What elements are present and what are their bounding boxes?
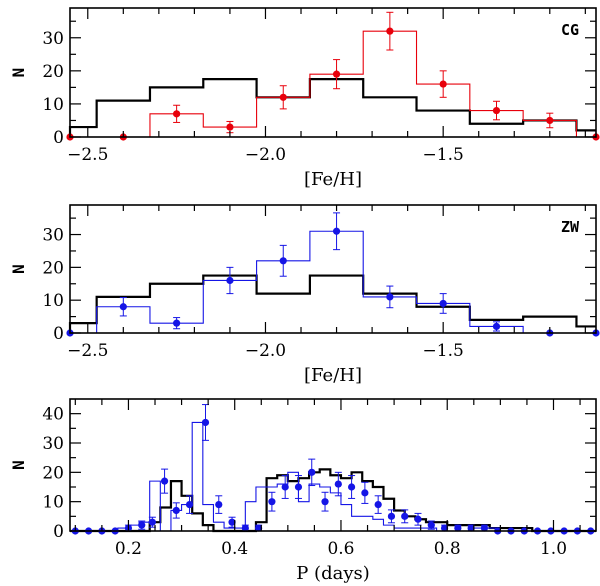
data-point: [173, 110, 181, 118]
data-point: [226, 276, 234, 285]
x-tick-label: 0.8: [434, 539, 461, 559]
x-tick-label: −1.5: [423, 341, 464, 361]
y-tick-label: 20: [42, 258, 64, 278]
data-point: [279, 257, 287, 265]
data-point: [241, 524, 249, 532]
data-point: [281, 483, 289, 491]
data-point: [148, 518, 156, 526]
x-tick-label: −2.0: [245, 145, 286, 165]
panel-label: CG: [561, 21, 579, 39]
y-axis-label: N: [9, 68, 28, 78]
data-point: [321, 498, 329, 506]
data-point: [387, 512, 396, 520]
data-point: [492, 322, 501, 331]
data-point: [119, 303, 127, 311]
x-tick-label: 1.0: [540, 539, 567, 559]
data-point: [492, 106, 501, 115]
x-axis-label: [Fe/H]: [304, 365, 362, 386]
data-point: [454, 524, 462, 532]
data-point: [546, 116, 554, 125]
data-point: [439, 299, 447, 308]
y-tick-label: 30: [42, 29, 64, 49]
data-point: [185, 501, 194, 509]
data-point: [308, 468, 316, 476]
observed-histogram-line: [70, 421, 596, 532]
x-tick-label: 0.2: [115, 539, 142, 559]
y-axis-label: N: [9, 264, 28, 274]
panel-cg-metallicity: −2.5 −2.0 −1.5 0 10 20 30 [Fe/H] N CG: [9, 7, 600, 190]
x-tick-label: −2.5: [67, 341, 108, 361]
data-point: [332, 227, 341, 235]
y-tick-label: 10: [42, 95, 64, 115]
data-point: [138, 521, 146, 529]
x-tick-label: −2.0: [245, 341, 286, 361]
plot-frame: [69, 7, 597, 138]
data-point: [215, 501, 223, 509]
data-point: [334, 480, 342, 488]
y-tick-label: 0: [53, 324, 64, 344]
data-point: [414, 515, 422, 523]
observed-histogram-line: [70, 30, 596, 138]
panel-period: 0.2 0.4 0.6 0.8 1.0 0 10 20 30 40 P (days) N: [9, 398, 597, 584]
data-point: [294, 483, 303, 491]
y-tick-label: 10: [42, 291, 64, 311]
data-point: [173, 319, 181, 327]
y-tick-label: 0: [53, 522, 64, 542]
data-point: [255, 524, 263, 532]
x-tick-label: −2.5: [67, 145, 108, 165]
x-tick-label: 0.6: [327, 539, 354, 559]
y-tick-label: 30: [42, 434, 64, 454]
y-tick-label: 40: [42, 405, 64, 425]
panel-zw-metallicity: −2.5 −2.0 −1.5 0 10 20 30 [Fe/H] N ZW: [9, 204, 600, 386]
reference-histogram-line: [68, 78, 596, 137]
data-point: [361, 489, 369, 497]
data-point: [228, 518, 236, 526]
reference-histogram-line: [68, 274, 596, 333]
data-point: [226, 123, 234, 131]
observed-histogram-line: [70, 230, 596, 334]
data-point: [332, 70, 341, 78]
plot-frame: [69, 204, 597, 334]
data-point: [160, 477, 169, 485]
y-axis-label: N: [9, 460, 28, 470]
data-point: [386, 293, 394, 301]
data-point: [279, 93, 287, 101]
x-tick-label: 0.4: [221, 539, 248, 559]
data-point: [467, 524, 475, 532]
x-tick-label: −1.5: [423, 145, 464, 165]
data-point: [440, 524, 449, 532]
y-tick-label: 20: [42, 62, 64, 82]
data-point: [480, 524, 489, 532]
data-point: [347, 483, 356, 491]
data-point: [427, 521, 435, 529]
y-tick-label: 0: [53, 128, 64, 148]
data-point: [386, 27, 394, 35]
plot-frame: [69, 398, 597, 532]
panel-label: ZW: [561, 218, 580, 236]
data-point: [439, 80, 447, 88]
data-point: [401, 512, 409, 520]
y-tick-label: 10: [42, 493, 64, 513]
data-point: [268, 498, 276, 506]
x-axis-label: P (days): [296, 563, 370, 584]
data-point: [374, 501, 382, 509]
y-tick-label: 20: [42, 463, 64, 483]
data-point: [172, 506, 180, 515]
x-axis-label: [Fe/H]: [304, 169, 362, 190]
data-point: [201, 418, 210, 427]
y-tick-label: 30: [42, 226, 64, 246]
